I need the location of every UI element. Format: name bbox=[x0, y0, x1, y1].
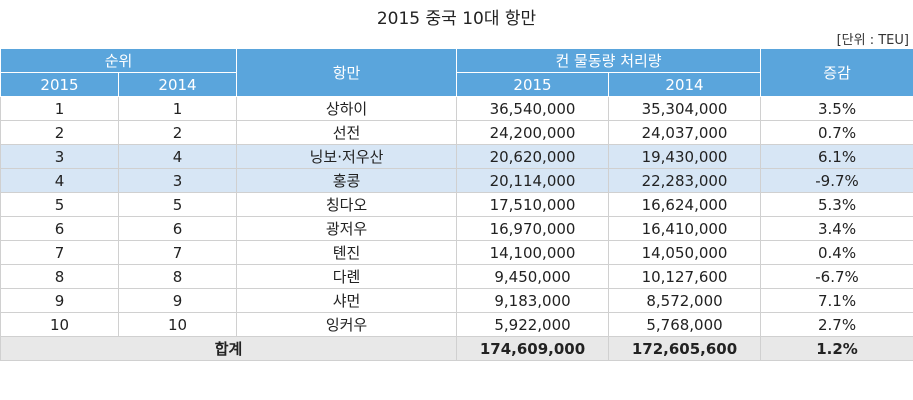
table-row: 2 2 선전 24,200,000 24,037,000 0.7% bbox=[0, 120, 913, 145]
header-cell: 증감 bbox=[760, 48, 913, 97]
table-row: 7 7 톈진 14,100,000 14,050,000 0.4% bbox=[0, 240, 913, 265]
table-cell: 17,510,000 bbox=[456, 192, 610, 217]
table-cell: 샤먼 bbox=[236, 288, 458, 313]
table-cell: 6 bbox=[0, 216, 119, 241]
table-cell: 8,572,000 bbox=[608, 288, 762, 313]
table-cell: 9 bbox=[117, 288, 238, 313]
table-cell: 3.4% bbox=[760, 216, 913, 241]
table-cell: 2 bbox=[0, 120, 119, 145]
table-cell: 20,620,000 bbox=[456, 144, 610, 169]
table-cell: 5 bbox=[117, 192, 238, 217]
table-cell: 상하이 bbox=[236, 96, 458, 121]
table-cell: 0.7% bbox=[760, 120, 913, 145]
table-cell: 5,922,000 bbox=[456, 312, 610, 337]
table-body: 1 1 상하이 36,540,000 35,304,000 3.5% 2 2 선전 24,200,… bbox=[0, 96, 913, 337]
table-row: 3 4 닝보·저우산 20,620,000 19,430,000 6.1% bbox=[0, 144, 913, 169]
table-cell: 9,183,000 bbox=[456, 288, 610, 313]
table-cell: 광저우 bbox=[236, 216, 458, 241]
table-cell: 홍콩 bbox=[236, 168, 458, 193]
table-cell: 4 bbox=[0, 168, 119, 193]
table-cell: 5 bbox=[0, 192, 119, 217]
table-cell: 톈진 bbox=[236, 240, 458, 265]
table-cell: 9 bbox=[0, 288, 119, 313]
table-cell: 3 bbox=[0, 144, 119, 169]
table-cell: 3.5% bbox=[760, 96, 913, 121]
table-cell: 7.1% bbox=[760, 288, 913, 313]
table-cell: 6 bbox=[117, 216, 238, 241]
table-cell: -6.7% bbox=[760, 264, 913, 289]
table-row: 8 8 다롄 9,450,000 10,127,600 -6.7% bbox=[0, 264, 913, 289]
total-label: 합계 bbox=[0, 336, 458, 361]
table-cell: 8 bbox=[0, 264, 119, 289]
table-cell: 9,450,000 bbox=[456, 264, 610, 289]
table-cell: 2 bbox=[117, 120, 238, 145]
total-cell: 174,609,000 bbox=[456, 336, 610, 361]
table-cell: 14,050,000 bbox=[608, 240, 762, 265]
table-cell: 칭다오 bbox=[236, 192, 458, 217]
table-cell: 19,430,000 bbox=[608, 144, 762, 169]
table-cell: 10 bbox=[0, 312, 119, 337]
table-cell: 선전 bbox=[236, 120, 458, 145]
table-cell: 다롄 bbox=[236, 264, 458, 289]
table-row: 5 5 칭다오 17,510,000 16,624,000 5.3% bbox=[0, 192, 913, 217]
table-cell: 10 bbox=[117, 312, 238, 337]
header-cell: 2015 bbox=[456, 72, 610, 97]
table-cell: 24,200,000 bbox=[456, 120, 610, 145]
table-cell: -9.7% bbox=[760, 168, 913, 193]
header-cell: 2015 bbox=[0, 72, 119, 97]
table-cell: 16,410,000 bbox=[608, 216, 762, 241]
table-row: 6 6 광저우 16,970,000 16,410,000 3.4% bbox=[0, 216, 913, 241]
table-cell: 4 bbox=[117, 144, 238, 169]
title: 2015 중국 10대 항만 bbox=[376, 9, 537, 29]
table-cell: 0.4% bbox=[760, 240, 913, 265]
table-cell: 20,114,000 bbox=[456, 168, 610, 193]
table-cell: 16,970,000 bbox=[456, 216, 610, 241]
table-row: 4 3 홍콩 20,114,000 22,283,000 -9.7% bbox=[0, 168, 913, 193]
total-cell: 172,605,600 bbox=[608, 336, 762, 361]
unit: [단위 : TEU] bbox=[836, 33, 909, 48]
table-cell: 1 bbox=[117, 96, 238, 121]
table-cell: 7 bbox=[0, 240, 119, 265]
table-cell: 16,624,000 bbox=[608, 192, 762, 217]
table-row: 10 10 잉커우 5,922,000 5,768,000 2.7% bbox=[0, 312, 913, 337]
header-cell: 2014 bbox=[608, 72, 762, 97]
table-cell: 잉커우 bbox=[236, 312, 458, 337]
header-cell: 컨 물동량 처리량 bbox=[456, 48, 762, 73]
table-cell: 14,100,000 bbox=[456, 240, 610, 265]
table-cell: 8 bbox=[117, 264, 238, 289]
table-cell: 7 bbox=[117, 240, 238, 265]
header-cell: 2014 bbox=[117, 72, 238, 97]
table-cell: 24,037,000 bbox=[608, 120, 762, 145]
table-cell: 1 bbox=[0, 96, 119, 121]
table-cell: 36,540,000 bbox=[456, 96, 610, 121]
table-cell: 6.1% bbox=[760, 144, 913, 169]
table-cell: 닝보·저우산 bbox=[236, 144, 458, 169]
table-cell: 35,304,000 bbox=[608, 96, 762, 121]
header-cell: 순위 bbox=[0, 48, 238, 73]
table-cell: 10,127,600 bbox=[608, 264, 762, 289]
table-cell: 22,283,000 bbox=[608, 168, 762, 193]
ports-table: 순위 항만 컨 물동량 처리량 증감 2015 2014 2015 2014 1… bbox=[0, 48, 913, 361]
table-cell: 5,768,000 bbox=[608, 312, 762, 337]
table-cell: 5.3% bbox=[760, 192, 913, 217]
table-cell: 3 bbox=[117, 168, 238, 193]
table-row: 9 9 샤먼 9,183,000 8,572,000 7.1% bbox=[0, 288, 913, 313]
table-row: 1 1 상하이 36,540,000 35,304,000 3.5% bbox=[0, 96, 913, 121]
table-cell: 2.7% bbox=[760, 312, 913, 337]
header-cell: 항만 bbox=[236, 48, 458, 97]
total-cell: 1.2% bbox=[760, 336, 913, 361]
